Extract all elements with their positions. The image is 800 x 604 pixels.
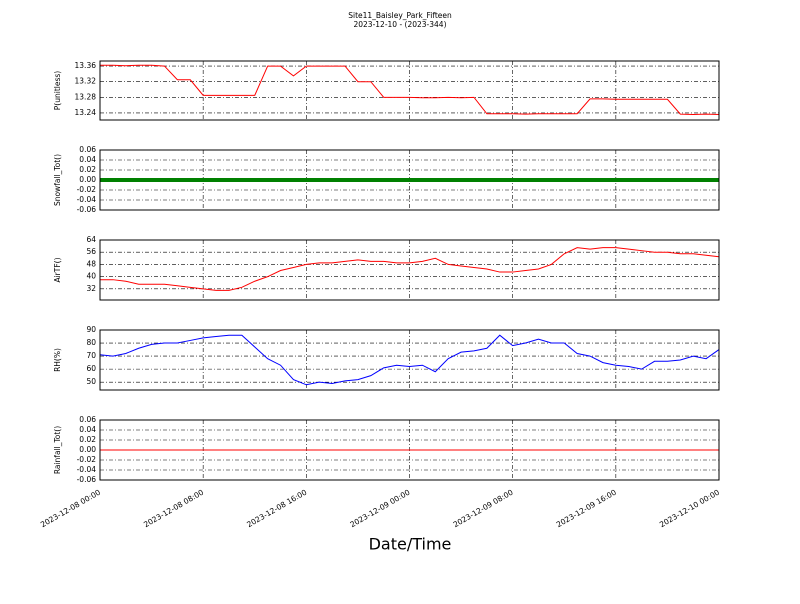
y-tick-label: -0.06 — [77, 205, 97, 214]
plot-frame — [99, 149, 720, 211]
y-tick-label: 0.04 — [79, 425, 96, 434]
y-tick-label: 90 — [86, 325, 96, 334]
y-tick-label: 56 — [86, 247, 96, 256]
data-line — [99, 334, 720, 386]
y-tick-label: 70 — [86, 351, 96, 360]
y-tick-label: 80 — [86, 338, 96, 347]
y-tick-label: -0.02 — [77, 455, 97, 464]
y-tick-label: 0.06 — [79, 415, 96, 424]
y-tick-label: 0.00 — [79, 175, 96, 184]
y-tick-label: -0.06 — [77, 475, 97, 484]
y-axis-label: P(unitless) — [53, 71, 62, 110]
y-tick-label: -0.04 — [77, 465, 97, 474]
plot-frame — [99, 419, 720, 481]
y-tick-label: 13.36 — [75, 61, 97, 70]
x-axis-label: Date/Time — [369, 535, 452, 554]
y-tick-label: 0.04 — [79, 155, 96, 164]
y-tick-label: 0.06 — [79, 145, 96, 154]
y-tick-label: 13.32 — [75, 77, 97, 86]
y-tick-label: 0.02 — [79, 165, 96, 174]
y-tick-label: 40 — [86, 272, 96, 281]
y-tick-label: 64 — [86, 235, 96, 244]
y-tick-label: 32 — [86, 284, 96, 293]
plot-frame — [99, 60, 720, 121]
y-axis-label: Rainfall_Tot() — [53, 426, 62, 474]
y-axis-label: AirTF() — [53, 257, 62, 282]
y-tick-label: -0.02 — [77, 185, 97, 194]
y-tick-label: 13.24 — [75, 108, 97, 117]
y-axis-label: Snowfall_Tot() — [53, 154, 62, 206]
y-tick-label: 50 — [86, 377, 96, 386]
y-tick-label: 48 — [86, 259, 96, 268]
y-axis-label: RH(%) — [53, 348, 62, 372]
y-tick-label: -0.04 — [77, 195, 97, 204]
data-line — [100, 64, 720, 116]
plot-frame — [99, 329, 720, 391]
y-tick-label: 13.28 — [75, 92, 97, 101]
chart-title: Site11_Baisley_Park_Fifteen — [348, 11, 452, 20]
y-tick-label: 0.02 — [79, 435, 96, 444]
chart-subtitle: 2023-12-10 - (2023-344) — [353, 20, 446, 29]
y-tick-label: 0.00 — [79, 445, 96, 454]
plot-frame — [99, 239, 720, 301]
y-tick-label: 60 — [86, 364, 96, 373]
data-line — [100, 247, 720, 291]
